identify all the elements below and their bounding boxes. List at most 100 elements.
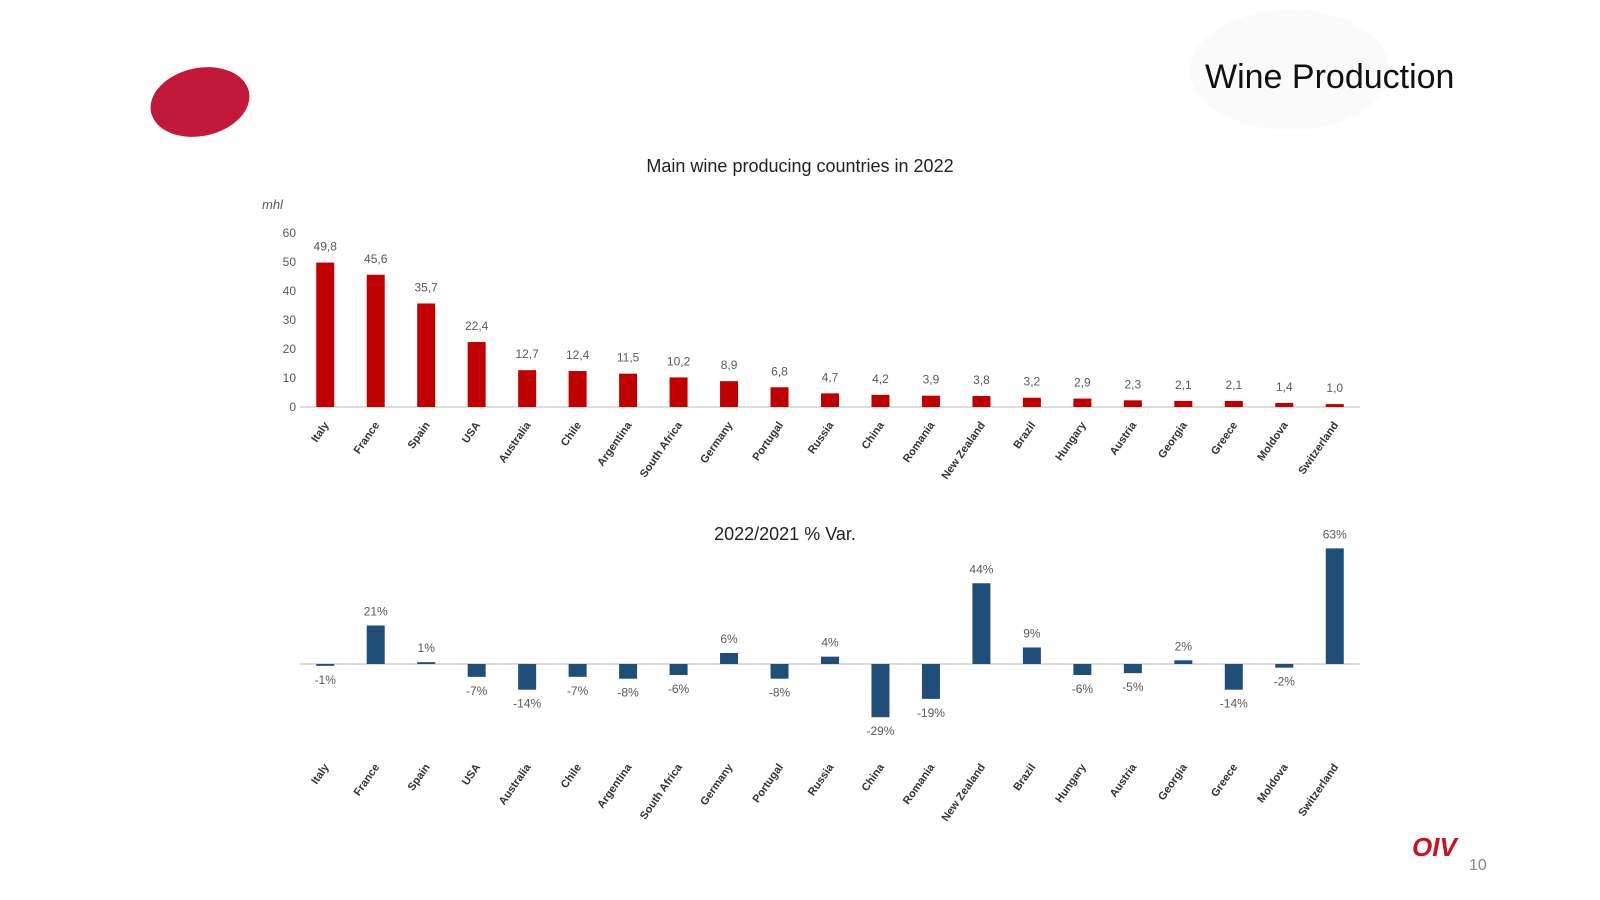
chart1-data-label: 2,1 [1175, 378, 1192, 392]
chart2-x-tick-label: Chile [559, 762, 584, 791]
chart2-bar-austria [1123, 664, 1142, 674]
chart1-bar-spain [417, 303, 436, 407]
chart2-x-tick-label: Romania [901, 761, 938, 807]
chart2-data-label: -6% [1072, 682, 1094, 696]
chart1-data-label: 22,4 [465, 319, 489, 333]
chart2-x-tick-label: Moldova [1255, 761, 1291, 805]
chart1-bar-germany [720, 381, 739, 407]
chart1-bar-moldova [1275, 402, 1294, 407]
chart1-x-tick-label: South Africa [638, 419, 686, 480]
chart2-data-label: -14% [513, 697, 541, 711]
chart1-bar-austria [1123, 400, 1142, 407]
background-watermark [1190, 10, 1390, 130]
chart1-bar-usa [467, 342, 486, 407]
chart2-data-label: -8% [617, 686, 639, 700]
chart2-x-tick-label: Greece [1209, 762, 1240, 799]
chart1-bar-australia [518, 370, 537, 407]
chart1-x-tick-label: Portugal [751, 420, 786, 463]
chart1-data-label: 35,7 [415, 280, 439, 294]
chart2-data-label: -19% [917, 706, 945, 720]
chart1-bar-georgia [1174, 400, 1193, 407]
chart1-title: Main wine producing countries in 2022 [646, 156, 953, 176]
chart2-data-label: 21% [364, 604, 388, 618]
chart1-data-label: 3,8 [973, 373, 990, 387]
chart2-x-tick-label: Hungary [1053, 761, 1089, 805]
chart2-x-tick-label: Australia [497, 761, 534, 807]
chart2-x-tick-label: Austria [1108, 761, 1140, 800]
chart1-data-label: 12,4 [566, 348, 590, 362]
chart1-x-tick-label: Moldova [1255, 419, 1291, 463]
chart1-bar-romania [921, 395, 940, 407]
chart2-bar-hungary [1073, 664, 1092, 676]
chart2-bar-brazil [1022, 647, 1041, 664]
chart2-data-label: -2% [1274, 675, 1296, 689]
chart1-bar-brazil [1022, 397, 1041, 407]
chart1-x-tick-label: Brazil [1011, 420, 1038, 451]
chart1-x-tick-label: Georgia [1156, 419, 1190, 461]
chart2-title: 2022/2021 % Var. [714, 524, 856, 544]
chart2-x-tick-label: Portugal [751, 762, 786, 805]
chart2-data-label: 2% [1175, 639, 1193, 653]
chart2-x-tick-label: South Africa [638, 761, 686, 822]
chart1-bar-south-africa [669, 377, 688, 407]
chart1-x-tick-label: France [352, 420, 383, 456]
chart2-data-label: -7% [567, 684, 589, 698]
chart1-x-tick-label: China [860, 419, 888, 452]
chart2-bar-germany [720, 652, 739, 664]
chart2-data-label: 44% [969, 562, 993, 576]
chart1-data-label: 2,9 [1074, 376, 1091, 390]
chart2-data-label: -29% [866, 724, 894, 738]
chart1-y-unit: mhl [262, 197, 284, 212]
chart1-y-tick: 60 [283, 226, 297, 240]
chart1-data-label: 3,9 [923, 373, 940, 387]
chart2-x-tick-label: Italy [309, 761, 332, 787]
chart2-x-tick-label: Brazil [1011, 762, 1038, 793]
chart2-x-tick-label: Argentina [595, 761, 635, 811]
chart1-x-tick-label: Romania [901, 419, 938, 465]
chart2-bar-chile [568, 664, 587, 677]
chart1-data-label: 12,7 [515, 347, 539, 361]
chart2-bar-moldova [1275, 664, 1294, 668]
chart1-x-tick-label: Australia [497, 419, 534, 465]
chart2-x-tick-label: Georgia [1156, 761, 1190, 803]
chart1-y-tick: 10 [283, 371, 297, 385]
chart2-x-tick-label: Russia [806, 761, 837, 798]
chart2-bar-georgia [1174, 660, 1193, 664]
chart2-bar-romania [921, 664, 940, 699]
chart1-x-tick-label: Chile [559, 420, 584, 449]
chart1-data-label: 8,9 [721, 358, 738, 372]
chart1-bar-italy [316, 262, 335, 407]
chart1-bar-switzerland [1325, 404, 1344, 407]
chart1-x-tick-label: Argentina [595, 419, 635, 469]
chart1-x-tick-label: New Zealand [939, 420, 987, 482]
chart2-bar-argentina [619, 664, 638, 679]
chart2-bar-switzerland [1325, 548, 1344, 664]
chart2-data-label: -14% [1220, 697, 1248, 711]
chart2-data-label: -1% [315, 673, 337, 687]
chart1-bar-argentina [619, 373, 638, 407]
chart2-data-label: 9% [1023, 626, 1041, 640]
chart1-bar-france [366, 274, 385, 407]
chart1-x-tick-label: Greece [1209, 420, 1240, 457]
chart1-y-tick: 50 [283, 255, 297, 269]
chart2-x-tick-label: USA [460, 762, 483, 788]
chart2-data-label: 4% [821, 636, 839, 650]
chart1-data-label: 6,8 [771, 364, 788, 378]
slide-title: Wine Production [1205, 58, 1455, 96]
chart1-data-label: 4,7 [822, 370, 839, 384]
chart1-y-tick: 0 [289, 400, 296, 414]
chart2-bar-portugal [770, 664, 789, 679]
chart2-bar-france [366, 625, 385, 664]
page-number: 10 [1469, 857, 1487, 874]
chart1-x-tick-label: Italy [309, 419, 332, 445]
chart1-x-tick-label: Russia [806, 419, 837, 456]
chart1-x-tick-label: Germany [698, 419, 736, 466]
chart1-y-tick: 40 [283, 284, 297, 298]
chart2-x-tick-label: France [352, 762, 383, 798]
chart1-data-label: 1,4 [1276, 380, 1293, 394]
chart2-data-label: -8% [769, 686, 791, 700]
chart1-bar-greece [1224, 400, 1243, 407]
chart2-bar-spain [417, 662, 436, 664]
chart2-x-tick-label: Germany [698, 761, 736, 808]
